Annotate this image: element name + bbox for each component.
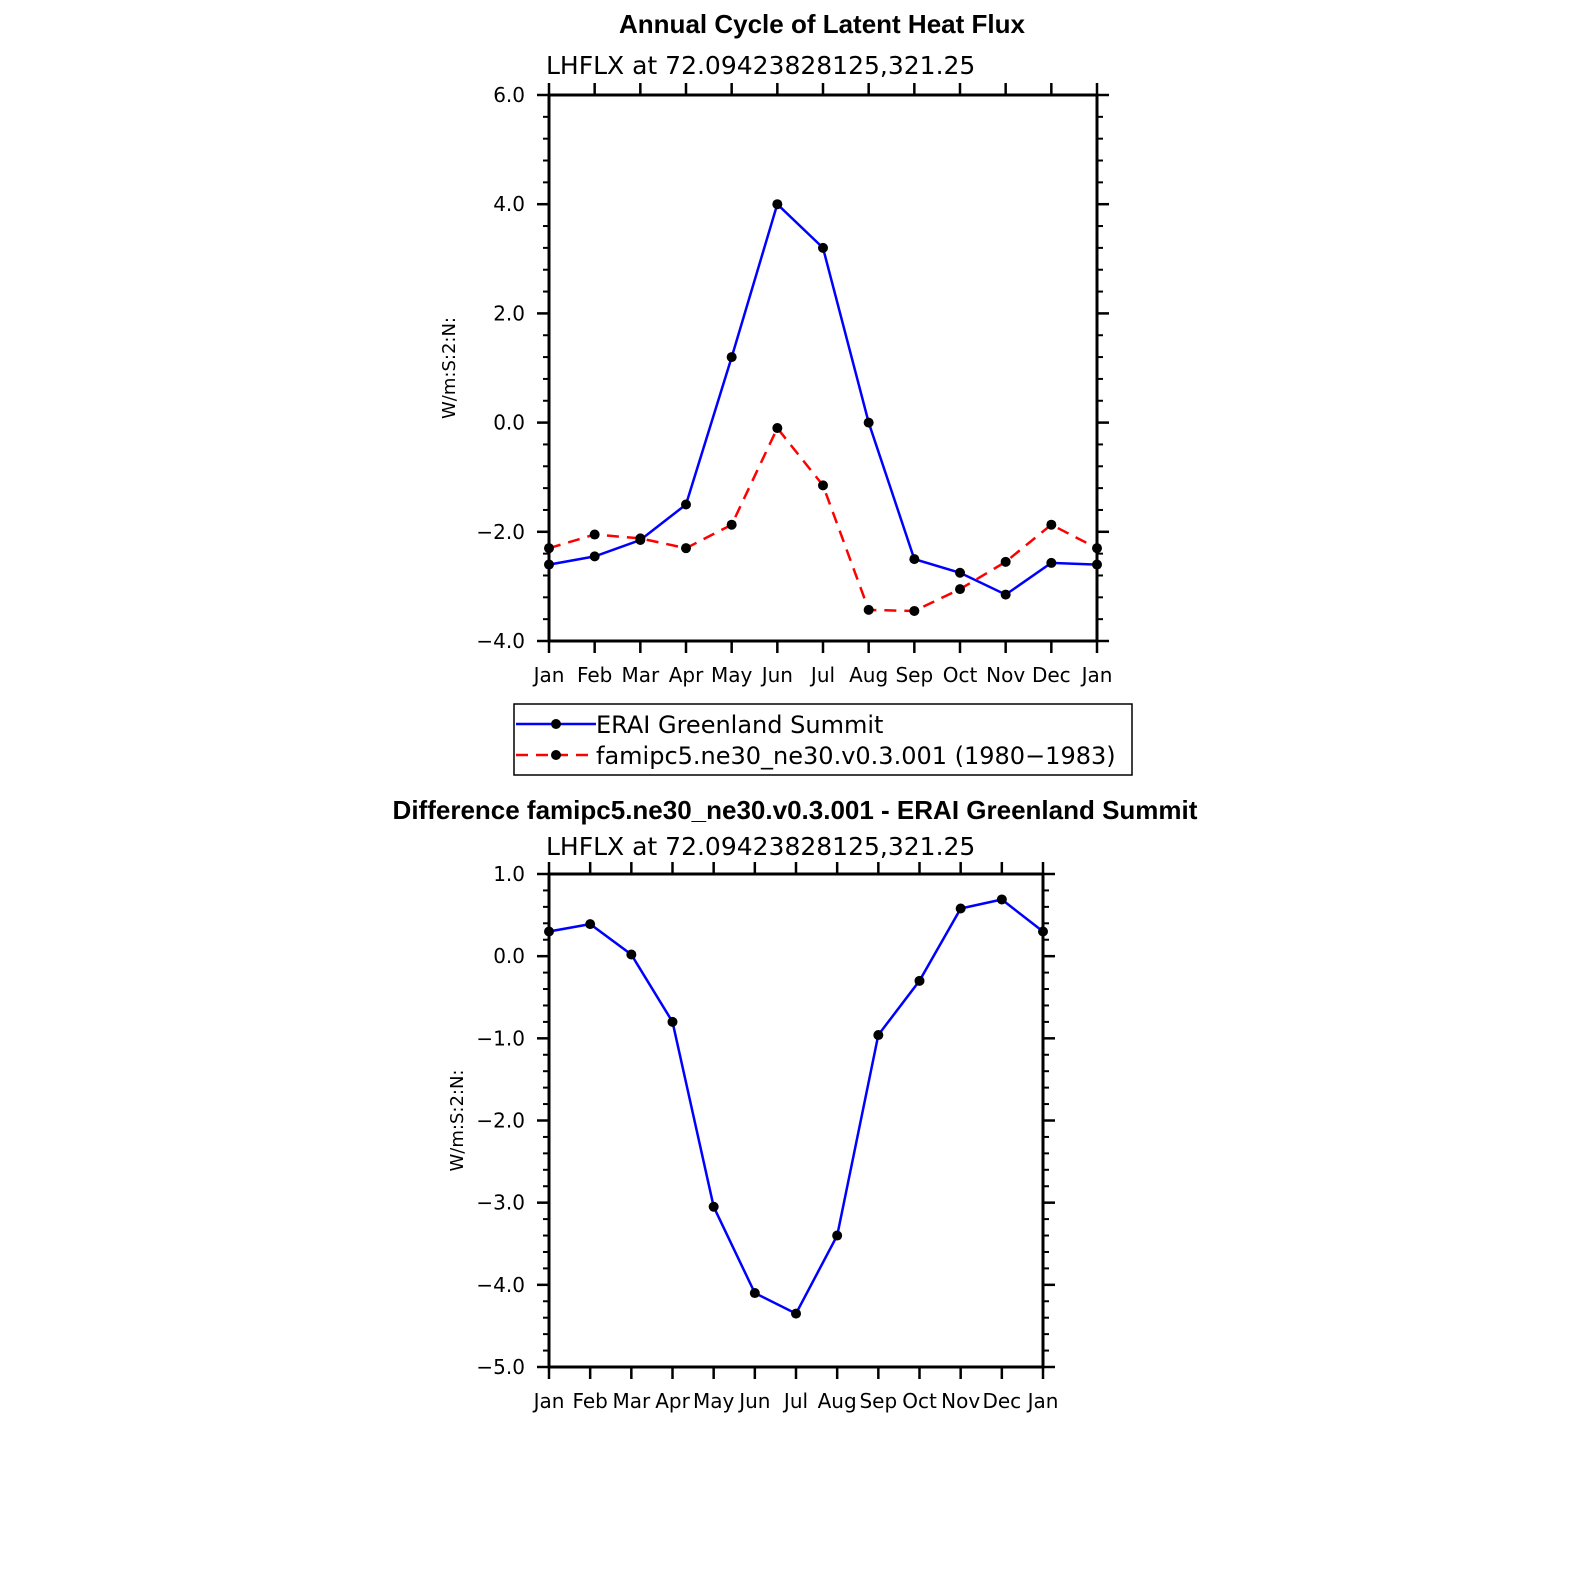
x-tick-label: Oct [943,663,978,687]
x-tick-label: Feb [572,1389,607,1413]
x-tick-label: Jul [809,663,835,687]
data-point [667,1016,678,1027]
y-tick-label: −5.0 [476,1355,525,1379]
data-point [955,903,966,914]
data-point [1046,557,1057,568]
series-line-1 [548,201,1098,597]
data-point [585,919,596,930]
data-point [544,543,554,554]
x-tick-label: Jun [737,1389,770,1413]
chart-subtitle: LHFLX at 72.09423828125,321.25 [546,832,975,861]
y-tick-label: −4.0 [476,1273,525,1297]
x-tick-label: Jan [532,1389,565,1413]
data-point [1092,559,1102,570]
x-tick-label: Sep [895,663,933,687]
x-tick-label: Jan [532,663,565,687]
data-point [708,1201,719,1212]
data-point [635,533,646,544]
chart-title: Annual Cycle of Latent Heat Flux [619,9,1025,39]
data-point [726,352,737,363]
y-axis-label: W/m:S:2:N: [447,1070,468,1172]
x-tick-label: Mar [612,1389,651,1413]
y-tick-label: 0.0 [493,944,525,968]
legend-label: ERAI Greenland Summit [596,711,883,739]
x-tick-label: Jan [1026,1389,1059,1413]
legend-box [513,703,1133,776]
y-axis-label: W/m:S:2:N: [439,317,460,419]
y-tick-label: −3.0 [476,1191,525,1215]
data-point [1092,543,1102,554]
data-point [544,559,554,570]
data-point [772,423,783,434]
y-tick-label: −4.0 [476,629,525,653]
data-point [791,1308,801,1319]
x-tick-label: Oct [902,1389,937,1413]
x-tick-label: Mar [621,663,660,687]
y-tick-label: 4.0 [493,192,525,216]
data-point [1038,926,1048,937]
series-line-1 [548,898,1044,1316]
data-point [909,554,920,565]
data-point [1000,589,1011,600]
chart-1: Annual Cycle of Latent Heat Flux LHFLX at… [439,9,1133,776]
x-tick-label: Apr [669,663,704,687]
data-point [955,584,965,595]
x-tick-label: May [711,663,753,687]
x-tick-label: Jan [1080,663,1113,687]
data-point [818,242,828,253]
data-point [726,519,737,530]
data-point [749,1288,760,1299]
data-point [832,1230,843,1241]
data-point [863,417,874,428]
data-point [1046,519,1057,530]
y-tick-label: 1.0 [493,862,525,886]
x-tick-label: Dec [982,1389,1021,1413]
data-point [818,480,828,491]
x-tick-label: Aug [818,1389,857,1413]
x-tick-label: Sep [859,1389,897,1413]
x-tick-label: Jun [760,663,793,687]
x-tick-label: Feb [577,663,612,687]
plot-frame [547,93,1099,643]
data-point [873,1030,884,1041]
data-point [914,975,925,986]
data-point [1000,556,1011,567]
data-point [626,949,637,960]
x-tick-label: Nov [941,1389,980,1413]
data-point [863,604,874,615]
data-point [589,529,600,540]
x-tick-label: Apr [655,1389,690,1413]
data-point [955,567,965,578]
x-tick-label: Nov [986,663,1025,687]
chart-subtitle: LHFLX at 72.09423828125,321.25 [546,51,975,80]
data-point [589,551,600,562]
legend-label: famipc5.ne30_ne30.v0.3.001 (1980−1983) [596,742,1116,770]
y-tick-label: −2.0 [476,520,525,544]
chart-2: Difference famipc5.ne30_ne30.v0.3.001 - … [393,795,1198,1413]
legend-swatch-marker [551,719,561,729]
x-tick-label: May [693,1389,735,1413]
series-line-2 [548,425,1098,613]
y-tick-label: 0.0 [493,411,525,435]
y-tick-label: −2.0 [476,1109,525,1133]
data-point [544,926,554,937]
data-point [996,894,1007,905]
data-point [909,605,920,616]
data-point [681,543,691,554]
x-tick-label: Dec [1032,663,1071,687]
legend-swatch-marker [551,750,561,760]
chart-title: Difference famipc5.ne30_ne30.v0.3.001 - … [393,795,1198,825]
x-tick-label: Jul [782,1389,808,1413]
y-tick-label: −1.0 [476,1026,525,1050]
data-point [772,199,783,210]
legend: ERAI Greenland Summit famipc5.ne30_ne30.v… [513,703,1133,776]
x-tick-label: Aug [849,663,888,687]
data-point [681,499,691,510]
y-tick-label: 2.0 [493,301,525,325]
y-tick-label: 6.0 [493,83,525,107]
